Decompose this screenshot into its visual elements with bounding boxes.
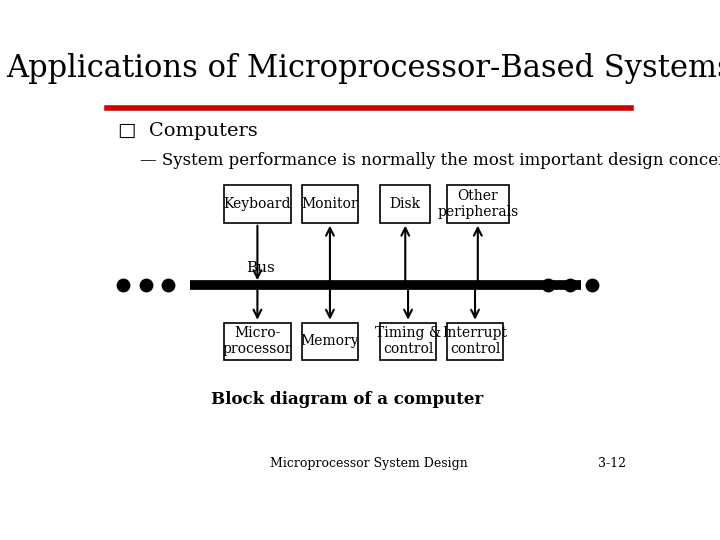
FancyBboxPatch shape	[224, 322, 291, 360]
Point	[117, 281, 130, 289]
Text: 3-12: 3-12	[598, 457, 626, 470]
Point	[163, 281, 174, 289]
Text: Block diagram of a computer: Block diagram of a computer	[210, 391, 483, 408]
Text: Timing &
control: Timing & control	[375, 326, 441, 356]
FancyBboxPatch shape	[380, 322, 436, 360]
Point	[587, 281, 598, 289]
Text: Monitor: Monitor	[302, 197, 359, 211]
FancyBboxPatch shape	[302, 185, 358, 223]
FancyBboxPatch shape	[224, 185, 291, 223]
Text: Microprocessor System Design: Microprocessor System Design	[270, 457, 468, 470]
FancyBboxPatch shape	[380, 185, 431, 223]
Text: □  Computers: □ Computers	[118, 123, 258, 140]
Point	[541, 281, 553, 289]
Text: Bus: Bus	[246, 261, 274, 275]
FancyBboxPatch shape	[447, 185, 508, 223]
Point	[140, 281, 152, 289]
Text: Other
peripherals: Other peripherals	[437, 189, 518, 219]
Text: Interrupt
control: Interrupt control	[443, 326, 508, 356]
Point	[564, 281, 576, 289]
Text: Disk: Disk	[390, 197, 420, 211]
Text: Memory: Memory	[301, 334, 359, 348]
Text: — System performance is normally the most important design concern: — System performance is normally the mos…	[140, 152, 720, 169]
FancyBboxPatch shape	[447, 322, 503, 360]
Text: Applications of Microprocessor-Based Systems: Applications of Microprocessor-Based Sys…	[6, 53, 720, 84]
Text: Keyboard: Keyboard	[224, 197, 291, 211]
Text: Micro-
processor: Micro- processor	[222, 326, 292, 356]
FancyBboxPatch shape	[302, 322, 358, 360]
